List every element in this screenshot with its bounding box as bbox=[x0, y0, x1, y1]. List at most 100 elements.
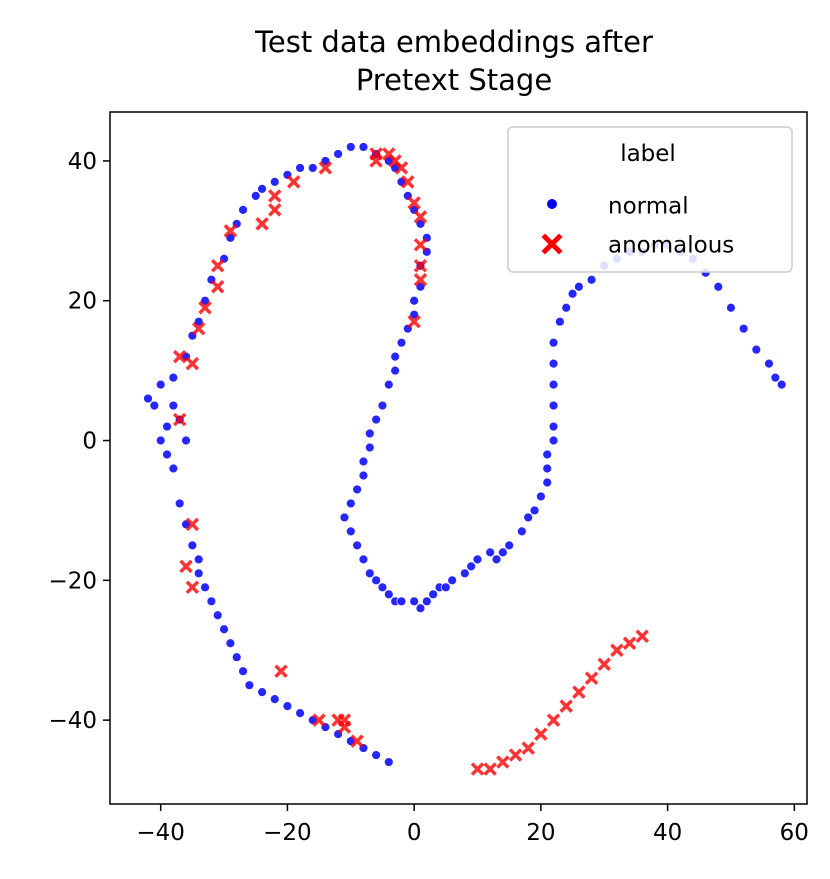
anomalous-point-20 bbox=[413, 238, 428, 252]
anomalous-point-43 bbox=[584, 671, 599, 685]
normal-point-55 bbox=[345, 498, 356, 509]
anomalous-point-26 bbox=[179, 559, 193, 574]
normal-point-119 bbox=[200, 582, 210, 593]
normal-point-93 bbox=[554, 316, 565, 327]
normal-point-41 bbox=[409, 295, 420, 306]
normal-point-76 bbox=[485, 547, 496, 558]
normal-point-111 bbox=[764, 358, 774, 369]
anomalous-point-21 bbox=[413, 259, 428, 273]
normal-point-28 bbox=[345, 142, 356, 152]
normal-point-2 bbox=[155, 379, 166, 390]
data-points bbox=[143, 142, 787, 776]
normal-point-78 bbox=[497, 547, 508, 558]
anomalous-point-4 bbox=[210, 280, 225, 294]
normal-point-57 bbox=[345, 526, 356, 537]
normal-point-63 bbox=[383, 589, 394, 600]
normal-point-8 bbox=[168, 400, 179, 411]
anomalous-point-5 bbox=[210, 259, 225, 273]
y-axis: −40 −20 0 20 40 bbox=[48, 149, 110, 734]
normal-point-5 bbox=[162, 449, 172, 460]
anomalous-point-2 bbox=[191, 321, 206, 336]
chart-title-line-2: Pretext Stage bbox=[356, 63, 552, 97]
normal-point-4 bbox=[155, 435, 166, 446]
normal-point-136 bbox=[371, 750, 382, 760]
y-tick-label-2: 0 bbox=[82, 429, 97, 455]
normal-point-128 bbox=[269, 694, 280, 705]
plot-area-frame bbox=[109, 111, 808, 805]
normal-point-3 bbox=[162, 421, 172, 432]
normal-point-129 bbox=[282, 701, 293, 712]
anomalous-point-6 bbox=[223, 224, 238, 238]
normal-point-36 bbox=[415, 218, 426, 229]
x-tick-label-0: −40 bbox=[136, 820, 185, 846]
normal-point-17 bbox=[225, 232, 236, 243]
anomalous-point-28 bbox=[274, 664, 288, 678]
anomalous-point-24 bbox=[172, 412, 187, 427]
legend: label normal anomalous bbox=[507, 126, 793, 273]
y-tick-label-0: −40 bbox=[48, 708, 97, 734]
x-tick-label-5: 60 bbox=[780, 820, 809, 846]
anomalous-point-47 bbox=[635, 629, 649, 643]
normal-point-82 bbox=[529, 505, 540, 516]
normal-point-60 bbox=[364, 568, 375, 579]
normal-point-112 bbox=[770, 372, 781, 383]
normal-point-126 bbox=[244, 680, 255, 691]
normal-point-91 bbox=[548, 358, 559, 369]
normal-point-47 bbox=[383, 379, 394, 390]
normal-point-13 bbox=[193, 316, 204, 327]
anomalous-point-13 bbox=[369, 154, 383, 168]
anomalous-point-37 bbox=[508, 748, 523, 762]
normal-point-110 bbox=[751, 344, 762, 355]
normal-point-48 bbox=[377, 400, 388, 411]
normal-point-1 bbox=[143, 393, 153, 404]
anomalous-point-16 bbox=[394, 161, 409, 175]
normal-point-10 bbox=[168, 372, 179, 383]
normal-point-127 bbox=[257, 687, 267, 698]
y-tick-label-4: 40 bbox=[68, 149, 97, 175]
normal-point-25 bbox=[307, 163, 318, 173]
chart-title-line-1: Test data embeddings after bbox=[254, 25, 653, 59]
normal-point-27 bbox=[333, 149, 344, 159]
legend-marker-anomalous bbox=[541, 233, 563, 255]
anomalous-point-41 bbox=[559, 699, 573, 713]
normal-point-83 bbox=[535, 491, 546, 502]
normal-point-50 bbox=[364, 428, 375, 439]
normal-point-40 bbox=[415, 281, 426, 292]
normal-point-73 bbox=[459, 568, 470, 579]
normal-point-109 bbox=[738, 323, 749, 334]
normal-point-97 bbox=[586, 274, 597, 285]
anomalous-point-38 bbox=[521, 741, 535, 755]
anomalous-point-42 bbox=[572, 685, 586, 699]
x-tick-label-1: −20 bbox=[263, 820, 312, 846]
anomalous-point-1 bbox=[185, 356, 200, 371]
normal-point-53 bbox=[358, 470, 369, 481]
chart-title: Test data embeddings after Pretext Stage bbox=[254, 25, 653, 97]
anomalous-point-11 bbox=[318, 161, 333, 175]
anomalous-point-32 bbox=[337, 713, 352, 727]
normal-point-122 bbox=[219, 624, 229, 635]
normal-point-94 bbox=[561, 302, 572, 313]
normal-point-56 bbox=[339, 512, 350, 523]
normal-point-125 bbox=[238, 666, 248, 677]
anomalous-point-10 bbox=[287, 175, 301, 189]
anomalous-point-25 bbox=[185, 517, 200, 532]
normal-point-71 bbox=[440, 582, 451, 593]
normal-point-121 bbox=[212, 610, 223, 621]
legend-marker-normal bbox=[547, 199, 557, 209]
anomalous-point-33 bbox=[350, 734, 364, 748]
normal-point-9 bbox=[181, 435, 191, 446]
anomalous-point-34 bbox=[470, 762, 485, 776]
normal-point-89 bbox=[548, 400, 559, 411]
normal-point-123 bbox=[225, 638, 236, 649]
anomalous-point-7 bbox=[255, 217, 269, 231]
normal-point-113 bbox=[776, 379, 787, 390]
normal-point-116 bbox=[187, 540, 198, 551]
normal-point-68 bbox=[421, 596, 432, 607]
normal-point-59 bbox=[358, 554, 369, 565]
normal-point-0 bbox=[149, 400, 160, 411]
normal-point-87 bbox=[548, 435, 559, 446]
anomalous-point-23 bbox=[407, 314, 421, 329]
normal-point-96 bbox=[573, 281, 584, 292]
normal-point-108 bbox=[726, 302, 736, 313]
normal-point-137 bbox=[383, 757, 394, 767]
